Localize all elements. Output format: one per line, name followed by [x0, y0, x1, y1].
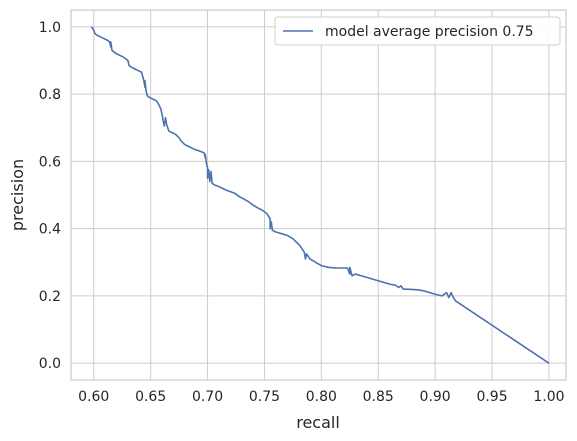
y-axis-label: precision	[8, 159, 27, 231]
y-axis-ticks: 0.0 0.2 0.4 0.6 0.8 1.0	[39, 20, 61, 372]
y-tick-label: 0.2	[39, 289, 61, 305]
x-tick-label: 0.90	[420, 389, 451, 405]
y-tick-label: 1.0	[39, 20, 61, 36]
legend: model average precision 0.75	[274, 16, 561, 46]
x-tick-label: 0.80	[306, 389, 337, 405]
legend-box	[274, 16, 561, 46]
y-tick-label: 0.8	[39, 87, 61, 103]
legend-label: model average precision 0.75	[325, 24, 534, 40]
plot-frame	[70, 9, 567, 381]
x-tick-label: 0.65	[135, 389, 166, 405]
plot-background	[71, 10, 566, 380]
x-tick-label: 0.95	[476, 389, 507, 405]
x-tick-label: 0.85	[363, 389, 394, 405]
x-tick-label: 0.75	[249, 389, 280, 405]
y-tick-label: 0.6	[39, 154, 61, 170]
x-axis-label: recall	[296, 413, 340, 432]
y-tick-label: 0.4	[39, 222, 61, 238]
x-tick-label: 1.00	[533, 389, 564, 405]
x-axis-ticks: 0.60 0.65 0.70 0.75 0.80 0.85 0.90 0.95 1.00	[78, 389, 564, 405]
x-tick-label: 0.60	[78, 389, 109, 405]
series-line	[90, 26, 550, 364]
y-tick-label: 0.0	[39, 356, 61, 372]
x-tick-label: 0.70	[192, 389, 223, 405]
